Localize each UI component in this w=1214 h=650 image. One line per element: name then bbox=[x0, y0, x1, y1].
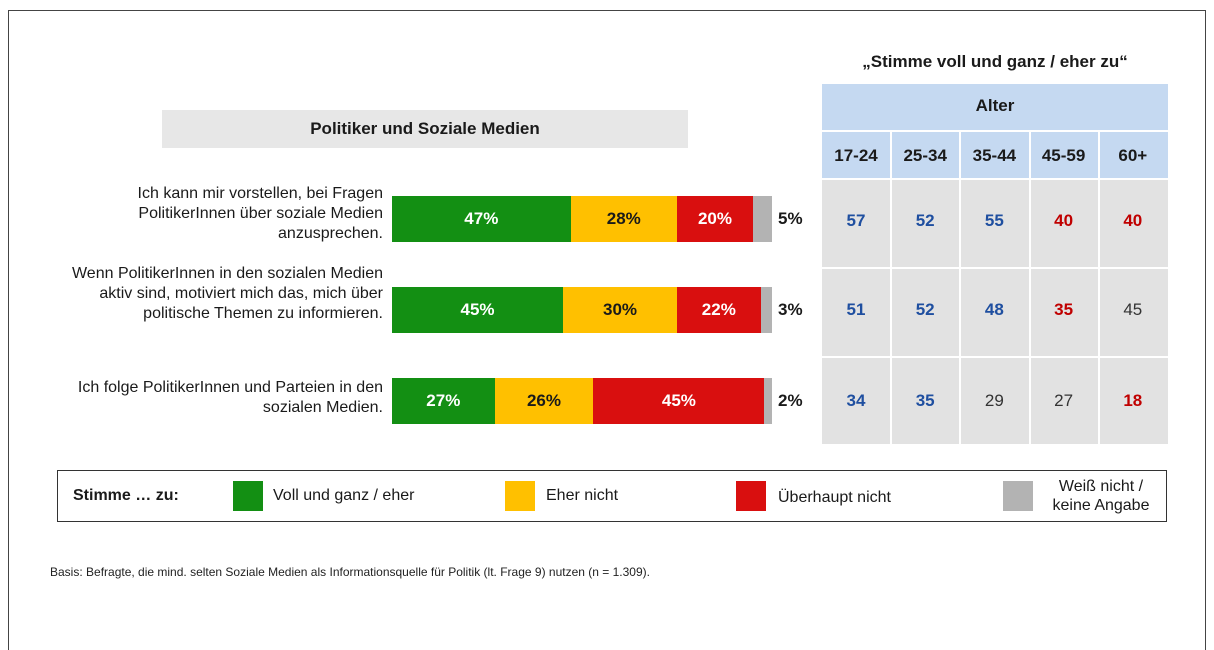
legend-label-4: Weiß nicht / keine Angabe bbox=[1052, 478, 1150, 514]
age-column-header: 45-59 bbox=[1041, 146, 1086, 165]
table-cell: 55 bbox=[984, 211, 1004, 230]
age-column-header: 25-34 bbox=[903, 146, 947, 165]
table-column-divider bbox=[1097, 130, 1100, 444]
table-row-divider bbox=[822, 267, 1168, 269]
legend-swatch-yellow bbox=[505, 481, 535, 511]
table-cell: 34 bbox=[846, 391, 866, 410]
bar-segment-yellow-row-2: 30% bbox=[563, 287, 677, 333]
bar-segment-green-row-1: 47% bbox=[392, 196, 571, 242]
table-cell: 18 bbox=[1123, 391, 1143, 410]
table-row-divider bbox=[822, 130, 1168, 132]
bar-segment-green-row-3: 27% bbox=[392, 378, 495, 424]
table-body-bg bbox=[822, 178, 1168, 444]
legend: Stimme … zu: Voll und ganz / eher Eher n… bbox=[57, 470, 1167, 522]
table-cell: 48 bbox=[984, 300, 1004, 319]
table-title: „Stimme voll und ganz / eher zu“ bbox=[862, 52, 1128, 71]
bar-row-1: 47% 28% 20% bbox=[392, 196, 772, 242]
table-cell: 35 bbox=[915, 391, 935, 410]
table-row-divider bbox=[822, 178, 1168, 180]
bar-segment-gray-row-2 bbox=[760, 287, 772, 333]
bar-segment-red-row-2: 22% bbox=[677, 287, 761, 333]
bar-row-3: 27% 26% 45% bbox=[392, 378, 772, 424]
table-cell: 29 bbox=[984, 391, 1004, 410]
figure-frame bbox=[8, 10, 1206, 650]
table-cell: 35 bbox=[1054, 300, 1074, 319]
bar-segment-red-row-3: 45% bbox=[593, 378, 765, 424]
bar-segment-yellow-row-1: 28% bbox=[570, 196, 677, 242]
age-column-header: 17-24 bbox=[834, 146, 878, 165]
table-row-divider bbox=[822, 356, 1168, 358]
table-cell: 52 bbox=[915, 300, 935, 319]
row-label-2: Wenn PolitikerInnen in den sozialen Medi… bbox=[71, 265, 383, 322]
bar-segment-green-row-2: 45% bbox=[392, 287, 563, 333]
table-cell: 57 bbox=[846, 211, 866, 230]
bar-segment-gray-row-3 bbox=[764, 378, 772, 424]
no-answer-label-row-1: 5% bbox=[778, 209, 803, 228]
table-column-divider bbox=[1028, 130, 1031, 444]
row-label-3: Ich folge PolitikerInnen und Parteien in… bbox=[77, 379, 383, 416]
bar-segment-gray-row-1 bbox=[752, 196, 772, 242]
legend-swatch-green bbox=[233, 481, 263, 511]
table-column-divider bbox=[890, 130, 893, 444]
footnote: Basis: Befragte, die mind. selten Sozial… bbox=[50, 565, 650, 579]
bar-segment-red-row-1: 20% bbox=[676, 196, 753, 242]
age-group-header: Alter bbox=[975, 96, 1015, 115]
legend-label-3: Überhaupt nicht bbox=[778, 489, 891, 506]
bar-segment-yellow-row-3: 26% bbox=[494, 378, 594, 424]
panel-title: Politiker und Soziale Medien bbox=[162, 110, 688, 148]
age-column-header: 35-44 bbox=[972, 146, 1017, 165]
table-column-divider bbox=[959, 130, 962, 444]
table-cell: 52 bbox=[915, 211, 935, 230]
legend-label-2: Eher nicht bbox=[546, 487, 619, 504]
table-cell: 27 bbox=[1054, 391, 1074, 410]
table-cell: 40 bbox=[1123, 211, 1143, 230]
table-cell: 51 bbox=[846, 300, 866, 319]
table-cell: 45 bbox=[1123, 300, 1143, 319]
legend-label-1: Voll und ganz / eher bbox=[273, 487, 415, 504]
age-column-header: 60+ bbox=[1118, 146, 1148, 165]
no-answer-label-row-2: 3% bbox=[778, 300, 803, 319]
legend-title: Stimme … zu: bbox=[73, 487, 179, 504]
row-label-1: Ich kann mir vorstellen, bei Fragen Poli… bbox=[137, 185, 383, 242]
bar-row-2: 45% 30% 22% bbox=[392, 287, 772, 333]
table-cell: 40 bbox=[1054, 211, 1074, 230]
legend-swatch-gray bbox=[1003, 481, 1033, 511]
legend-swatch-red bbox=[736, 481, 766, 511]
no-answer-label-row-3: 2% bbox=[778, 391, 803, 410]
